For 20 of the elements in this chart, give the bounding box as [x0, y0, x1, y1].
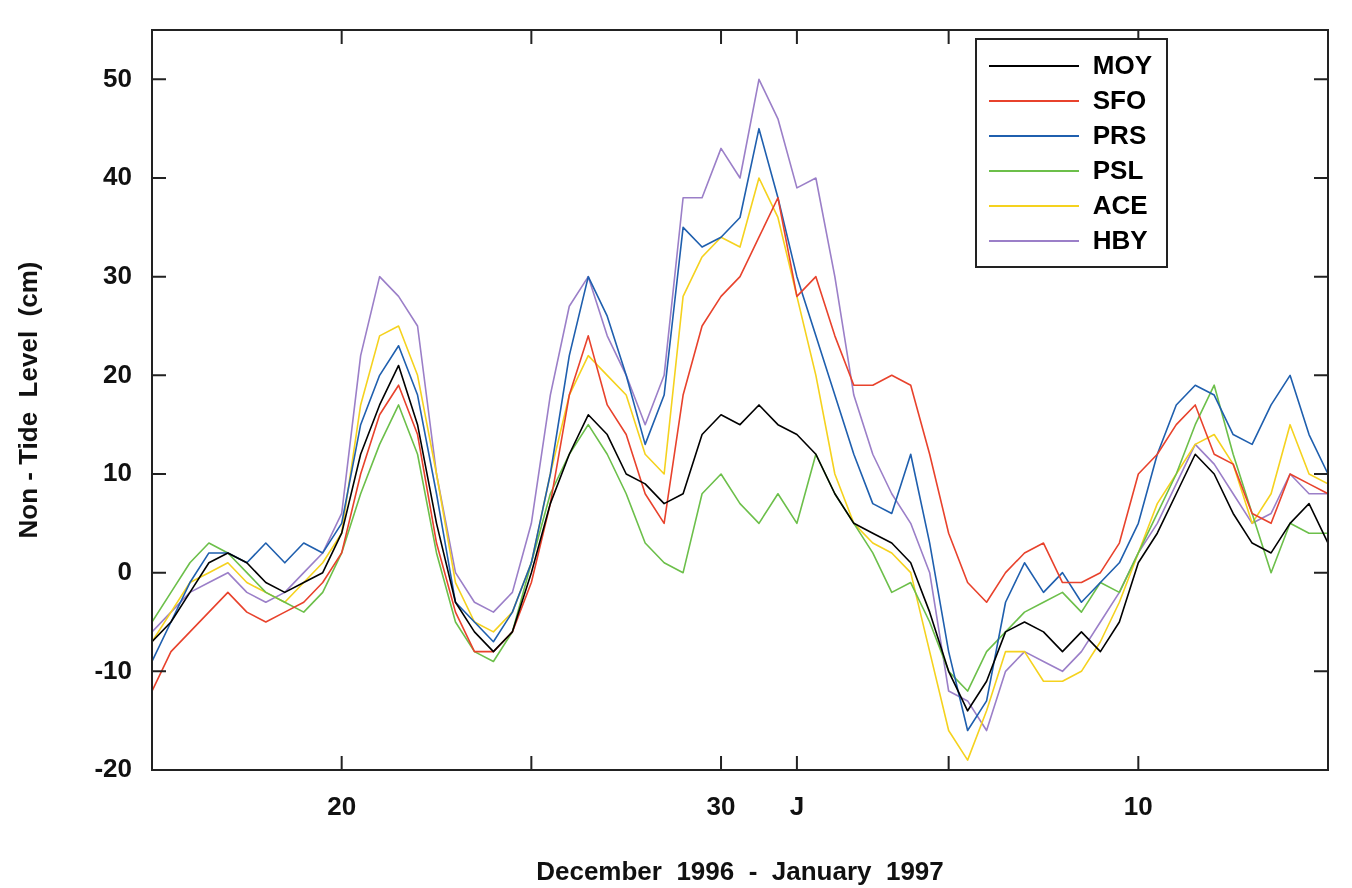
x-tick-label: 20 [327, 790, 357, 821]
legend-label: HBY [1092, 225, 1148, 256]
y-tick-label: -20 [94, 753, 132, 784]
y-axis-title: Non - Tide Level (cm) [12, 261, 43, 539]
legend-label: SFO [1092, 85, 1147, 116]
y-tick-label: 30 [103, 259, 132, 290]
y-tick-label: 0 [117, 555, 132, 586]
legend-label: PSL [1092, 155, 1144, 186]
x-axis-title: December 1996 - January 1997 [536, 855, 944, 886]
y-tick-label: 20 [103, 358, 132, 389]
y-tick-label: -10 [94, 654, 132, 685]
x-tick-label: 10 [1123, 790, 1153, 821]
legend-label: MOY [1092, 50, 1152, 81]
y-tick-label: 40 [103, 161, 132, 192]
y-tick-label: 50 [103, 62, 132, 93]
legend-label: ACE [1092, 190, 1148, 221]
x-tick-label: 30 [706, 790, 736, 821]
y-tick-label: 10 [103, 457, 132, 488]
x-tick-label: J [789, 790, 805, 821]
legend-label: PRS [1092, 120, 1147, 151]
